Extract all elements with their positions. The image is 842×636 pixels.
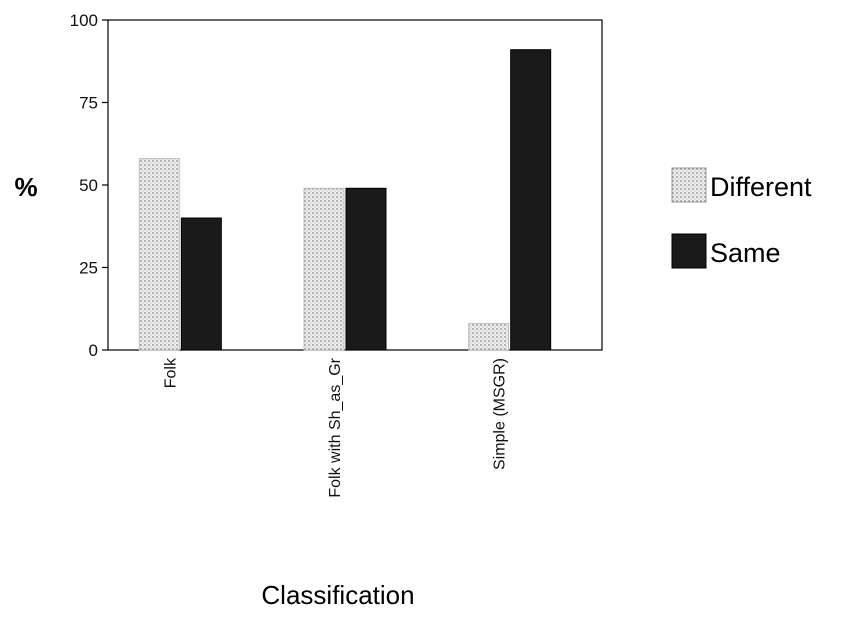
x-axis-label: Classification — [261, 580, 414, 610]
y-tick-label: 0 — [89, 341, 98, 360]
bar-different-3 — [468, 323, 510, 351]
y-tick-label: 25 — [79, 259, 98, 278]
y-tick-label: 75 — [79, 94, 98, 113]
legend-label-different: Different — [710, 172, 812, 202]
bar-different-1 — [138, 158, 180, 351]
legend-swatch-same — [671, 233, 707, 269]
y-tick-label: 50 — [79, 176, 98, 195]
bar-same-3 — [510, 49, 552, 351]
bar-same-2 — [345, 187, 387, 351]
x-tick-label: Folk — [162, 357, 179, 388]
bar-different-2 — [303, 187, 345, 351]
y-axis-label: % — [14, 172, 37, 202]
bar-same-1 — [180, 217, 222, 351]
x-tick-label: Simple (MSGR) — [492, 358, 509, 470]
legend-swatch-different — [671, 167, 707, 203]
legend-label-same: Same — [710, 238, 781, 268]
plot-area: 0 25 50 75 100 Folk Folk with Sh_as_Gr Simple (… — [70, 11, 603, 498]
x-tick-label: Folk with Sh_as_Gr — [327, 357, 344, 497]
y-tick-label: 100 — [70, 11, 98, 30]
legend: Different Same — [671, 167, 812, 269]
